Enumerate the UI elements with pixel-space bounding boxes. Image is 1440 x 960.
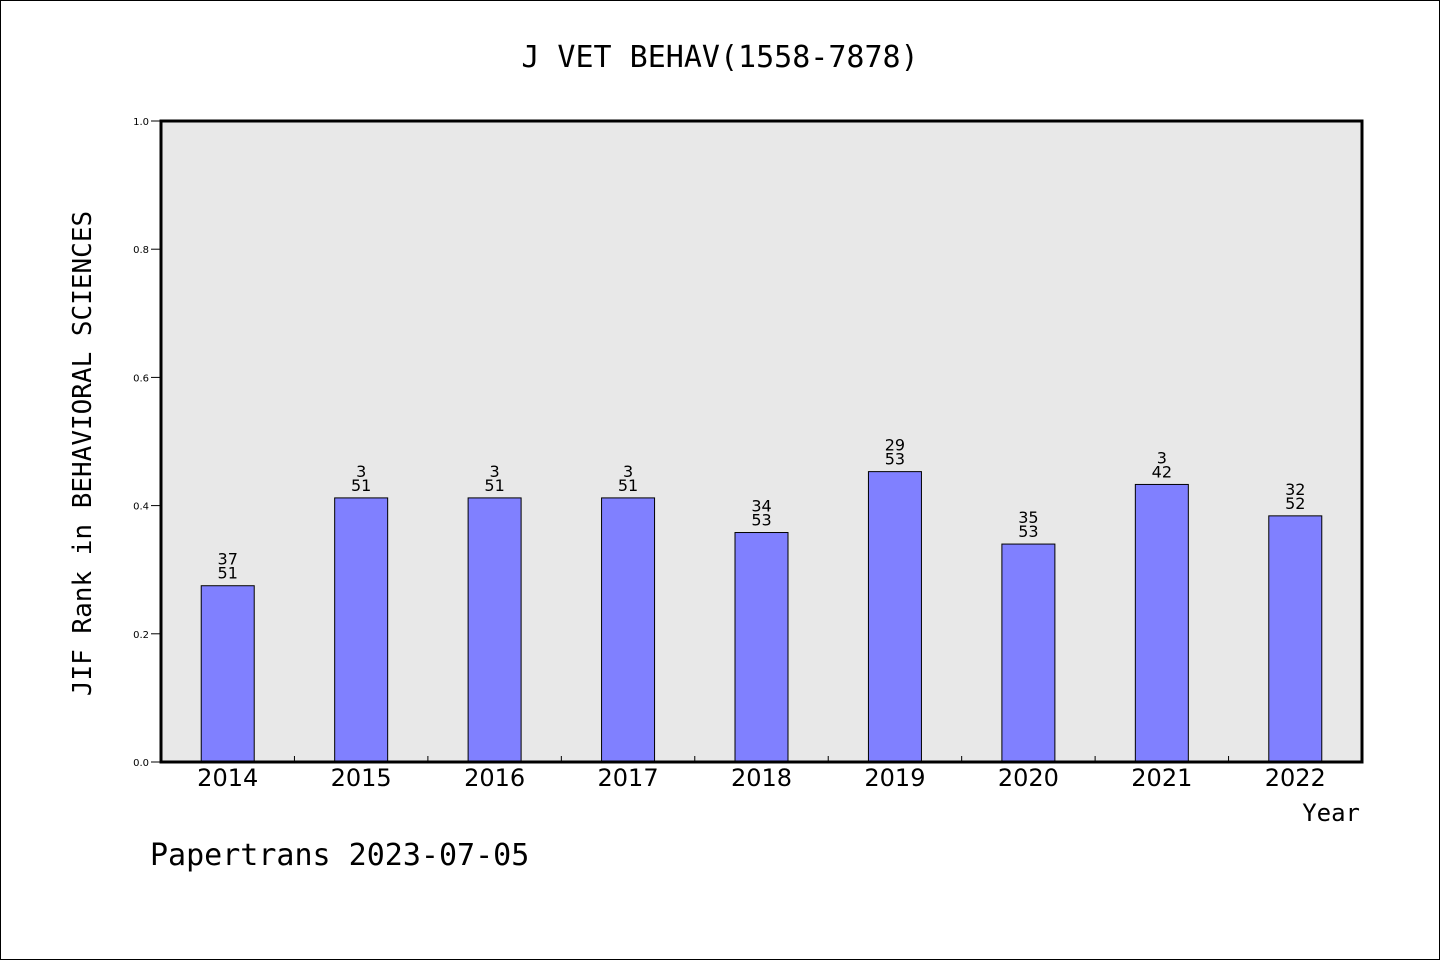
bar-2021 (1134, 483, 1189, 763)
y-axis-label: JIF Rank in BEHAVIORAL SCIENCES (68, 211, 98, 696)
bar-label-bottom-2017: 51 (618, 476, 638, 495)
y-tick-label-0.4: 0.4 (133, 502, 149, 513)
chart-title: J VET BEHAV(1558-7878) (521, 40, 918, 75)
bar-label-top-2021: 3 (1157, 448, 1167, 467)
bar-2017 (601, 497, 656, 763)
ticks-layer: 2014 2015 2016 2017 2018 2019 2020 2021 2022 0.0 0… (133, 117, 1326, 792)
bar-label-top-2019: 29 (885, 436, 905, 455)
bar-2020 (1001, 543, 1056, 763)
bar-label-top-2017: 3 (623, 462, 633, 481)
x-tick-label-2022: 2022 (1265, 764, 1326, 792)
y-tick-label-0.0: 0.0 (133, 758, 149, 769)
bar-label-bottom-2022: 52 (1285, 494, 1305, 513)
footer-watermark: Papertrans 2023-07-05 (150, 838, 529, 873)
x-axis-label: Year (1302, 799, 1360, 827)
x-tick-label-2016: 2016 (464, 764, 525, 792)
x-tick-label-2021: 2021 (1131, 764, 1192, 792)
bar-label-bottom-2015: 51 (351, 476, 371, 495)
bar-label-top-2020: 35 (1018, 508, 1038, 527)
bar-2016 (467, 497, 522, 763)
bar-label-bottom-2014: 51 (218, 564, 238, 583)
y-tick-label-0.8: 0.8 (133, 245, 149, 256)
x-tick-label-2019: 2019 (864, 764, 925, 792)
bar-2019 (867, 471, 922, 763)
x-tick-label-2015: 2015 (331, 764, 392, 792)
bar-2022 (1268, 515, 1323, 763)
y-tick-label-1.0: 1.0 (133, 117, 149, 128)
bar-2014 (200, 585, 255, 763)
bar-2018 (734, 532, 789, 763)
bar-2015 (334, 497, 389, 763)
plot-frame (159, 119, 1364, 764)
bar-label-bottom-2019: 53 (885, 450, 905, 469)
x-tick-label-2020: 2020 (998, 764, 1059, 792)
bar-label-top-2022: 32 (1285, 480, 1305, 499)
bar-label-top-2014: 37 (218, 550, 238, 569)
bar-label-bottom-2016: 51 (484, 476, 504, 495)
x-tick-label-2017: 2017 (598, 764, 659, 792)
bar-label-top-2015: 3 (356, 462, 366, 481)
bar-label-top-2018: 34 (751, 497, 771, 516)
y-tick-label-0.2: 0.2 (133, 630, 149, 641)
x-tick-label-2018: 2018 (731, 764, 792, 792)
bar-label-bottom-2021: 42 (1152, 462, 1172, 481)
bar-label-bottom-2020: 53 (1018, 522, 1038, 541)
bar-label-bottom-2018: 53 (751, 511, 771, 530)
x-tick-label-2014: 2014 (197, 764, 258, 792)
y-tick-label-0.6: 0.6 (133, 373, 149, 384)
bar-label-top-2016: 3 (490, 462, 500, 481)
